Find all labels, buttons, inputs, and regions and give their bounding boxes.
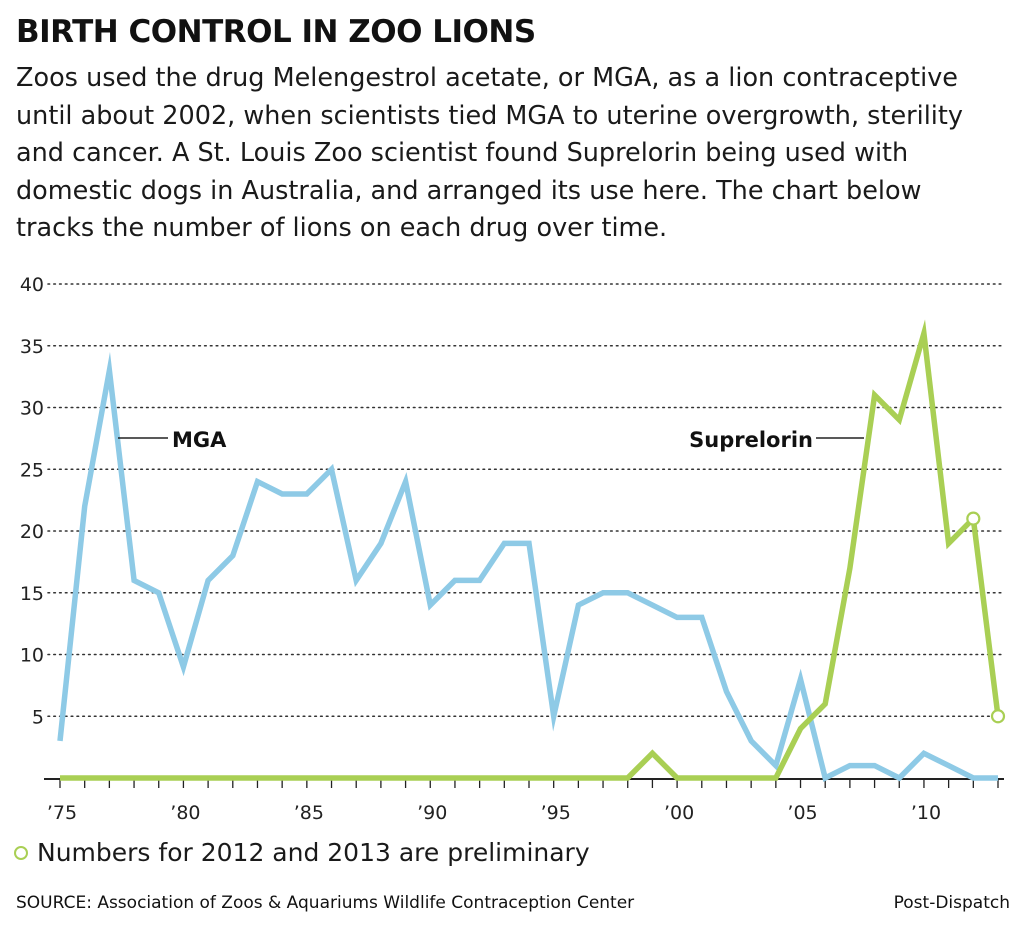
preliminary-point-2012 xyxy=(966,511,981,526)
series-label-mga: MGA xyxy=(172,428,227,452)
y-tick-label-10: 10 xyxy=(20,645,44,667)
series-label-suprelorin: Suprelorin xyxy=(689,428,813,452)
x-tick-label-1990: ’90 xyxy=(417,802,447,824)
source-credit: SOURCE: Association of Zoos & Aquariums … xyxy=(16,893,635,913)
open-circle-marker-icon xyxy=(14,845,28,860)
series-line-mga xyxy=(57,351,998,782)
preliminary-point-2013 xyxy=(990,709,1006,724)
y-tick-label-20: 20 xyxy=(20,521,44,543)
y-tick-label-5: 5 xyxy=(32,706,44,728)
y-tick-label-25: 25 xyxy=(20,459,44,481)
publisher-credit: Post-Dispatch xyxy=(893,893,1010,913)
chart-title: BIRTH CONTROL IN ZOO LIONS xyxy=(16,14,536,50)
x-tick-label-2000: ’00 xyxy=(664,802,694,824)
x-tick-label-1980: ’80 xyxy=(170,802,200,824)
y-tick-label-35: 35 xyxy=(20,336,44,358)
y-tick-label-30: 30 xyxy=(20,398,44,420)
x-tick-label-2005: ’05 xyxy=(787,802,817,824)
series-line-suprelorin xyxy=(60,319,1001,781)
x-tick-label-2010: ’10 xyxy=(911,802,941,824)
line-chart: 5 10 15 20 25 30 35 40 ’75 ’80 ’85 ’90 ’95 ’00 ’05 ’10 M… xyxy=(20,274,1006,824)
intro-text: Zoos used the drug Melengestrol acetate,… xyxy=(16,63,963,243)
x-tick-label-1985: ’85 xyxy=(294,802,324,824)
preliminary-note: Numbers for 2012 and 2013 are preliminar… xyxy=(14,838,590,867)
preliminary-note-text: Numbers for 2012 and 2013 are preliminar… xyxy=(37,838,590,867)
y-tick-label-40: 40 xyxy=(20,274,44,296)
x-tick-label-1975: ’75 xyxy=(47,802,77,824)
x-tick-label-1995: ’95 xyxy=(541,802,571,824)
y-tick-label-15: 15 xyxy=(20,583,44,605)
